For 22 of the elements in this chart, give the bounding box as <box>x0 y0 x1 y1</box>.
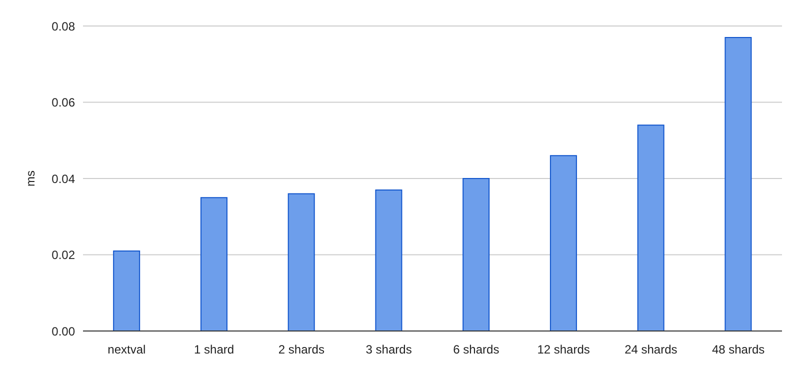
y-tick-label: 0.06 <box>52 96 76 110</box>
y-tick-label: 0.00 <box>52 324 76 338</box>
bar <box>462 178 490 331</box>
bar <box>288 193 315 331</box>
bar <box>550 155 577 331</box>
x-tick-label: 1 shard <box>194 342 234 357</box>
bar <box>637 124 664 331</box>
x-tick-label: 2 shards <box>278 342 324 357</box>
y-tick-label: 0.04 <box>52 172 76 186</box>
x-tick-label: 48 shards <box>712 342 765 357</box>
x-tick-label: 6 shards <box>453 342 500 357</box>
y-tick-label: 0.02 <box>52 248 76 262</box>
x-tick-label: 3 shards <box>366 342 412 357</box>
bar <box>113 250 140 331</box>
bar <box>200 197 228 331</box>
y-tick-label: 0.08 <box>52 19 76 34</box>
x-tick-label: 12 shards <box>537 342 590 357</box>
bar <box>724 36 752 331</box>
x-tick-label: nextval <box>108 342 146 357</box>
x-tick-label: 24 shards <box>624 342 678 357</box>
y-axis-title: ms <box>23 170 38 186</box>
bar <box>375 189 402 331</box>
